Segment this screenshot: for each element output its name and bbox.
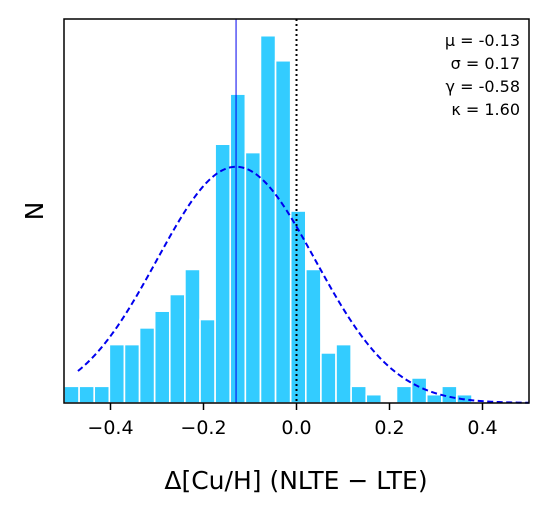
lines-layer bbox=[77, 19, 530, 404]
x-tick-label: 0.2 bbox=[374, 417, 404, 439]
histogram-bar bbox=[229, 93, 247, 404]
histogram-bar bbox=[304, 268, 322, 404]
histogram-bar bbox=[365, 393, 383, 404]
x-ticks: −0.4 −0.2 0.0 0.2 0.4 bbox=[87, 403, 498, 439]
x-axis-title: Δ[Cu/H] (NLTE − LTE) bbox=[164, 466, 427, 495]
histogram-bar bbox=[425, 393, 443, 404]
histogram-bar bbox=[63, 385, 80, 404]
y-axis-title: N bbox=[20, 202, 49, 221]
stat-line: σ = 0.17 bbox=[451, 54, 520, 73]
histogram-bar bbox=[153, 310, 171, 404]
x-tick-label: 0.0 bbox=[281, 417, 311, 439]
stat-line: κ = 1.60 bbox=[451, 100, 520, 119]
histogram-bar bbox=[108, 343, 126, 404]
histogram-bar bbox=[320, 352, 337, 404]
histogram-bar bbox=[244, 151, 262, 404]
histogram-bar bbox=[335, 343, 352, 404]
stats-annotation: μ = -0.13 σ = 0.17 γ = -0.58 κ = 1.60 bbox=[445, 31, 520, 119]
gaussian-fit-curve bbox=[77, 165, 530, 404]
histogram-bar bbox=[395, 385, 413, 404]
histogram-bar bbox=[410, 377, 428, 404]
stat-line: μ = -0.13 bbox=[445, 31, 520, 50]
stat-line: γ = -0.58 bbox=[446, 77, 520, 96]
x-tick-label: −0.2 bbox=[180, 417, 226, 439]
histogram-bar bbox=[274, 59, 292, 404]
histogram-bar bbox=[350, 385, 368, 404]
histogram-bar bbox=[138, 327, 156, 404]
bars-layer bbox=[63, 34, 473, 404]
histogram-bar bbox=[199, 318, 216, 404]
x-tick-label: 0.4 bbox=[467, 417, 497, 439]
histogram-bar bbox=[168, 293, 186, 404]
histogram-bar bbox=[93, 385, 111, 404]
histogram-bar bbox=[214, 143, 232, 404]
x-tick-label: −0.4 bbox=[87, 417, 133, 439]
histogram-bar bbox=[259, 34, 277, 404]
histogram-bar bbox=[123, 343, 141, 404]
histogram-bar bbox=[78, 385, 96, 404]
histogram-bar bbox=[184, 268, 201, 404]
